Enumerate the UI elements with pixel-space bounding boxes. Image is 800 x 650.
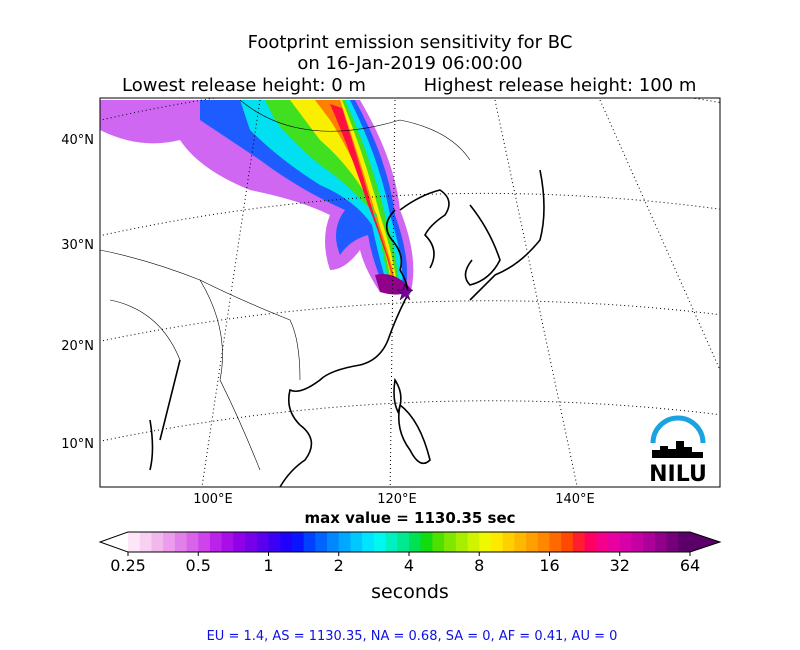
colorbar-segment	[537, 532, 550, 552]
colorbar-tick-label: 4	[404, 556, 414, 575]
colorbar-tick-label: 8	[474, 556, 484, 575]
colorbar-segment	[479, 532, 492, 552]
release-highest: Highest release height: 100 m	[424, 75, 697, 96]
colorbar-tick-label: 0.5	[186, 556, 211, 575]
colorbar-segment	[420, 532, 433, 552]
colorbar-segment	[327, 532, 340, 552]
lat-label: 30°N	[61, 238, 94, 253]
graticule	[100, 98, 720, 487]
footprint-plume	[100, 100, 414, 295]
colorbar-segment	[350, 532, 363, 552]
colorbar-extend-high	[690, 532, 720, 552]
footer-stats: EU = 1.4, AS = 1130.35, NA = 0.68, SA = …	[207, 629, 618, 644]
colorbar-segment	[619, 532, 632, 552]
colorbar-segment	[268, 532, 281, 552]
logo-text: NILU	[649, 462, 707, 487]
colorbar-segment	[291, 532, 305, 552]
lon-label: 120°E	[377, 492, 417, 507]
colorbar-segment	[256, 532, 269, 552]
colorbar-segment	[666, 532, 679, 552]
colorbar-segment	[385, 532, 398, 552]
colorbar-tick-label: 2	[334, 556, 344, 575]
colorbar-segment	[467, 532, 480, 552]
colorbar-segment	[362, 532, 375, 552]
colorbar-segment	[174, 532, 188, 552]
colorbar-segment	[280, 532, 293, 552]
colorbar-segment	[186, 532, 199, 552]
colorbar-segment	[397, 532, 410, 552]
colorbar-segment	[572, 532, 586, 552]
max-value: max value = 1130.35 sec	[304, 509, 515, 527]
colorbar-segment	[151, 532, 164, 552]
colorbar-segment	[444, 532, 457, 552]
coastlines	[149, 169, 545, 487]
colorbar-segment	[455, 532, 469, 552]
colorbar-tick-label: 0.25	[110, 556, 146, 575]
colorbar-tick-label: 1	[263, 556, 273, 575]
colorbar-segment	[245, 532, 258, 552]
colorbar-segment	[338, 532, 351, 552]
map: NILU	[100, 98, 720, 487]
colorbar-tick-label: 64	[680, 556, 700, 575]
colorbar-segment	[643, 532, 656, 552]
colorbar-segment	[631, 532, 644, 552]
lat-label: 40°N	[61, 133, 94, 148]
colorbar-segment	[678, 532, 691, 552]
colorbar-segment	[549, 532, 562, 552]
colorbar-segment	[233, 532, 246, 552]
colorbar-segment	[128, 532, 141, 552]
map-frame	[99, 97, 721, 488]
lat-label: 20°N	[61, 339, 94, 354]
colorbar-tick-label: 16	[539, 556, 559, 575]
colorbar-segment	[315, 532, 328, 552]
colorbar-segment	[654, 532, 668, 552]
colorbar-segment	[561, 532, 574, 552]
title-line-1: Footprint emission sensitivity for BC	[248, 32, 573, 53]
colorbar-tick-label: 32	[610, 556, 630, 575]
title-line-2: on 16-Jan-2019 06:00:00	[297, 53, 522, 74]
lon-label: 100°E	[193, 492, 233, 507]
colorbar-segment	[490, 532, 504, 552]
colorbar-extend-low	[100, 532, 128, 552]
logo: NILU	[649, 415, 707, 487]
colorbar-segment	[198, 532, 211, 552]
colorbar-segment	[163, 532, 176, 552]
colorbar-segment	[526, 532, 539, 552]
colorbar-segment	[502, 532, 515, 552]
colorbar-segment	[608, 532, 621, 552]
colorbar-segment	[596, 532, 609, 552]
release-lowest: Lowest release height: 0 m	[122, 75, 366, 96]
colorbar-label: seconds	[371, 581, 449, 603]
lon-label: 140°E	[555, 492, 595, 507]
borders	[100, 99, 471, 471]
colorbar-segment	[432, 532, 445, 552]
colorbar: 0.25 0.5 1 2 4 8 16 32 64	[98, 531, 722, 575]
colorbar-segment	[514, 532, 527, 552]
colorbar-segment	[209, 532, 223, 552]
release-site	[396, 283, 414, 301]
colorbar-segment	[139, 532, 152, 552]
colorbar-segment	[221, 532, 234, 552]
colorbar-segment	[409, 532, 422, 552]
colorbar-segment	[373, 532, 387, 552]
colorbar-segment	[303, 532, 316, 552]
colorbar-segment	[584, 532, 597, 552]
lat-label: 10°N	[61, 437, 94, 452]
